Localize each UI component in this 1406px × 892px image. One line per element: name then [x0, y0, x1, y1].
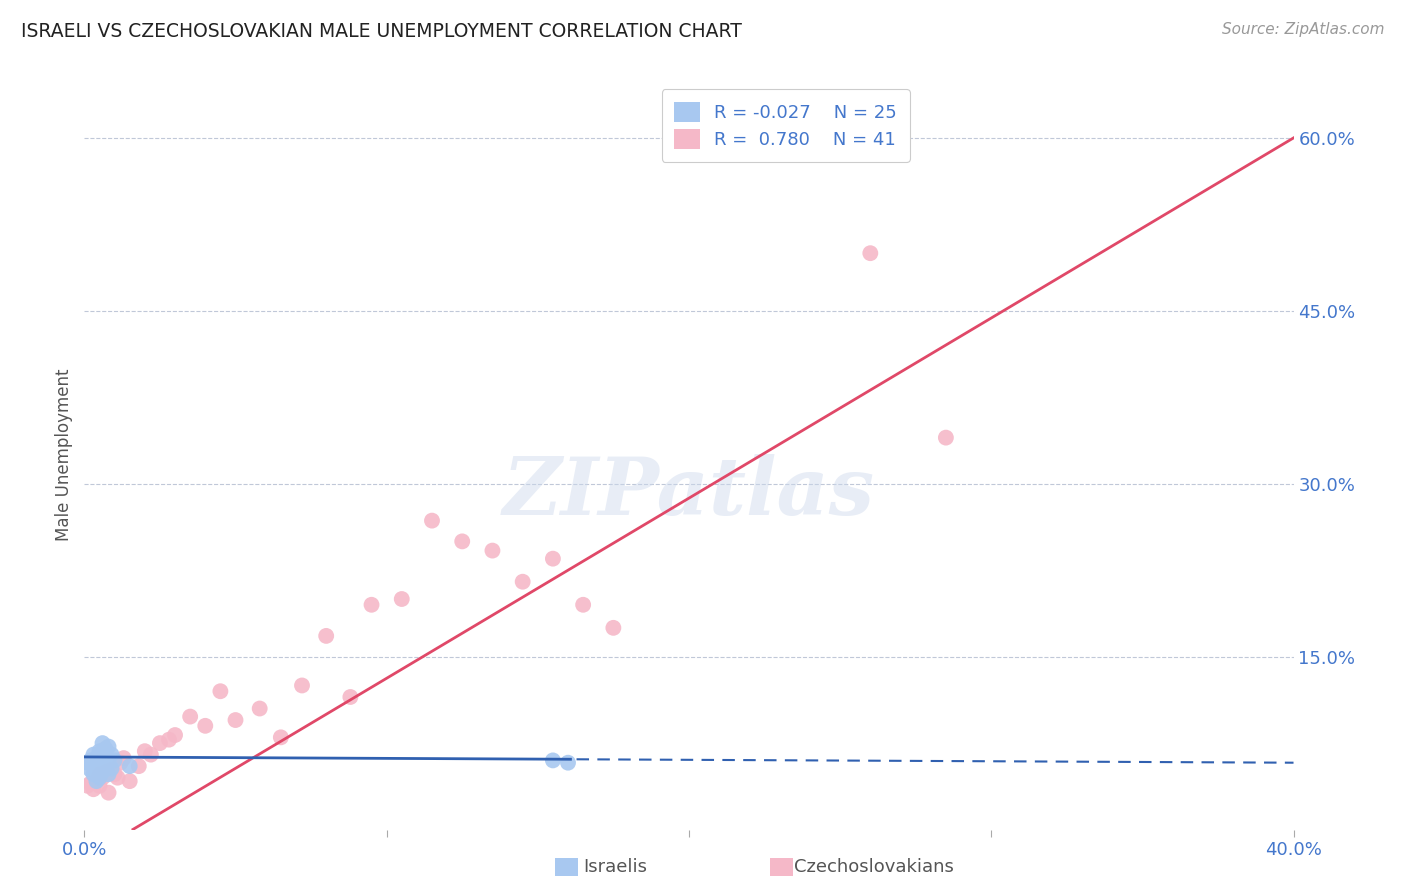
- Point: [89, 767, 111, 781]
- Text: Israelis: Israelis: [583, 858, 648, 876]
- Point: [82, 782, 104, 797]
- Point: [91, 771, 114, 785]
- Point: [94, 759, 117, 773]
- Point: [602, 621, 624, 635]
- Point: [79, 763, 101, 777]
- Point: [134, 744, 156, 758]
- Point: [104, 767, 127, 781]
- Point: [194, 719, 217, 733]
- Point: [76, 779, 98, 793]
- Point: [86, 751, 108, 765]
- Point: [97, 756, 120, 770]
- Point: [91, 764, 114, 779]
- Point: [100, 762, 122, 776]
- Point: [225, 713, 247, 727]
- Point: [94, 764, 117, 779]
- Point: [76, 756, 98, 770]
- Point: [91, 751, 114, 765]
- Point: [100, 747, 122, 762]
- Text: ISRAELI VS CZECHOSLOVAKIAN MALE UNEMPLOYMENT CORRELATION CHART: ISRAELI VS CZECHOSLOVAKIAN MALE UNEMPLOY…: [21, 22, 742, 41]
- Point: [557, 756, 579, 770]
- Point: [79, 776, 101, 790]
- Point: [86, 774, 108, 789]
- Point: [149, 736, 172, 750]
- Point: [420, 514, 443, 528]
- Y-axis label: Male Unemployment: Male Unemployment: [55, 368, 73, 541]
- Point: [91, 736, 114, 750]
- Point: [89, 771, 111, 785]
- Point: [82, 767, 104, 781]
- Point: [94, 742, 117, 756]
- Point: [165, 728, 187, 742]
- Point: [79, 753, 101, 767]
- Point: [270, 731, 292, 745]
- Point: [128, 759, 150, 773]
- Point: [541, 753, 564, 767]
- Point: [112, 751, 135, 765]
- Point: [97, 739, 120, 754]
- Point: [859, 246, 882, 260]
- Point: [541, 551, 564, 566]
- Text: ZIPatlas: ZIPatlas: [503, 454, 875, 531]
- Point: [86, 759, 108, 773]
- Point: [157, 732, 180, 747]
- Point: [291, 678, 314, 692]
- Legend: R = -0.027    N = 25, R =  0.780    N = 41: R = -0.027 N = 25, R = 0.780 N = 41: [662, 89, 910, 161]
- Point: [86, 774, 108, 789]
- Point: [139, 747, 162, 762]
- Point: [97, 767, 120, 781]
- Point: [935, 431, 957, 445]
- Point: [89, 744, 111, 758]
- Point: [82, 747, 104, 762]
- Point: [391, 592, 413, 607]
- Point: [512, 574, 534, 589]
- Point: [572, 598, 595, 612]
- Text: Source: ZipAtlas.com: Source: ZipAtlas.com: [1222, 22, 1385, 37]
- Point: [110, 756, 132, 770]
- Point: [97, 786, 120, 800]
- Point: [249, 701, 271, 715]
- Point: [118, 759, 141, 773]
- Text: Czechoslovakians: Czechoslovakians: [794, 858, 955, 876]
- Point: [89, 756, 111, 770]
- Point: [104, 753, 127, 767]
- Point: [118, 774, 141, 789]
- Point: [100, 763, 122, 777]
- Point: [89, 779, 111, 793]
- Point: [360, 598, 382, 612]
- Point: [315, 629, 337, 643]
- Point: [451, 534, 474, 549]
- Point: [339, 690, 361, 704]
- Point: [209, 684, 232, 698]
- Point: [179, 709, 201, 723]
- Point: [107, 771, 129, 785]
- Point: [481, 543, 503, 558]
